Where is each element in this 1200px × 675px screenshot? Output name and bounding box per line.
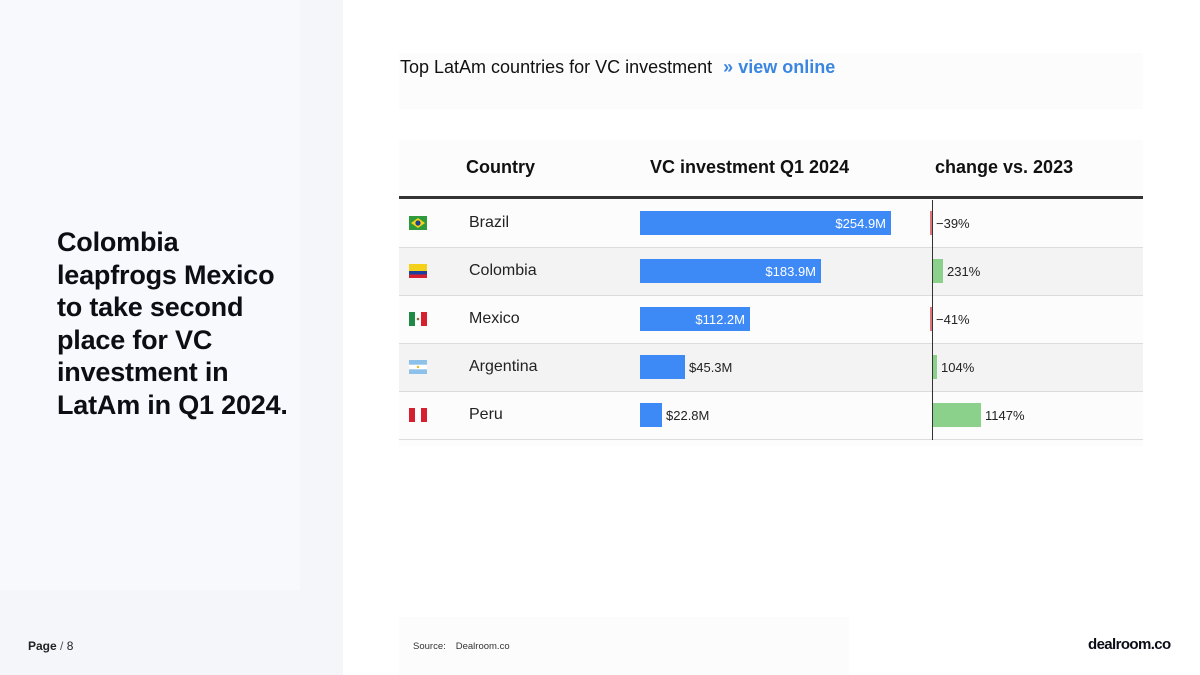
- link-arrow: »: [723, 57, 734, 77]
- change-bar-positive: [933, 403, 981, 427]
- change-bar-positive: [933, 259, 943, 283]
- country-name: Colombia: [469, 262, 537, 279]
- country-name: Brazil: [469, 214, 510, 231]
- chart-title-text: Top LatAm countries for VC investment: [400, 57, 713, 77]
- investment-label: $45.3M: [689, 360, 733, 375]
- country-name: Mexico: [469, 310, 520, 327]
- peru-flag-icon: [409, 408, 427, 422]
- mexico-flag-icon: [409, 312, 427, 326]
- table-row: Brazil: [399, 200, 1143, 248]
- source-box: [399, 617, 849, 675]
- source-label: Source:: [413, 641, 446, 652]
- view-online-text: view online: [738, 57, 836, 77]
- chart-title-box: [399, 53, 1143, 109]
- investment-label: $112.2M: [695, 312, 745, 327]
- view-online-link[interactable]: » view online: [723, 57, 835, 77]
- change-label: −41%: [936, 312, 970, 327]
- argentina-flag-icon: [409, 360, 427, 374]
- table-row: Peru: [399, 392, 1143, 440]
- headline: Colombia leapfrogs Mexico to take second…: [57, 227, 288, 420]
- page-separator: /: [60, 639, 64, 653]
- colombia-flag-icon: [409, 264, 427, 278]
- change-label: 104%: [941, 360, 975, 375]
- page-label: Page: [28, 639, 57, 653]
- source-value: Dealroom.co: [455, 641, 510, 652]
- dealroom-logo: dealroom.co: [1088, 636, 1171, 653]
- investment-bar: [640, 403, 662, 427]
- chart-title: Top LatAm countries for VC investment » …: [400, 57, 835, 78]
- source-note: Source: Dealroom.co: [413, 641, 510, 652]
- column-header-country: Country: [466, 157, 535, 177]
- change-label: 1147%: [985, 408, 1025, 423]
- investment-label: $254.9M: [835, 216, 886, 231]
- change-label: −39%: [936, 216, 970, 231]
- investment-label: $22.8M: [666, 408, 710, 423]
- page-indicator: Page / 8: [28, 639, 73, 653]
- change-axis-zero-line: [932, 200, 933, 440]
- investment-bar: [640, 307, 750, 331]
- table-row: Argentina: [399, 344, 1143, 392]
- header-rule: [399, 196, 1143, 199]
- change-bar-positive: [933, 355, 937, 379]
- investment-label: $183.9M: [765, 264, 816, 279]
- table-row: Mexico: [399, 296, 1143, 344]
- country-name: Argentina: [469, 358, 538, 375]
- column-header-investment: VC investment Q1 2024: [650, 157, 850, 177]
- change-bar-negative: [930, 211, 932, 235]
- brazil-flag-icon: [409, 216, 427, 230]
- change-bar-negative: [930, 307, 932, 331]
- page-number: 8: [66, 639, 74, 653]
- investment-bar: [640, 259, 821, 283]
- investment-bar: [640, 211, 891, 235]
- column-header-change: change vs. 2023: [935, 157, 1074, 177]
- headline-panel: [0, 0, 300, 590]
- investment-bar: [640, 355, 685, 379]
- country-name: Peru: [469, 406, 503, 423]
- change-label: 231%: [947, 264, 981, 279]
